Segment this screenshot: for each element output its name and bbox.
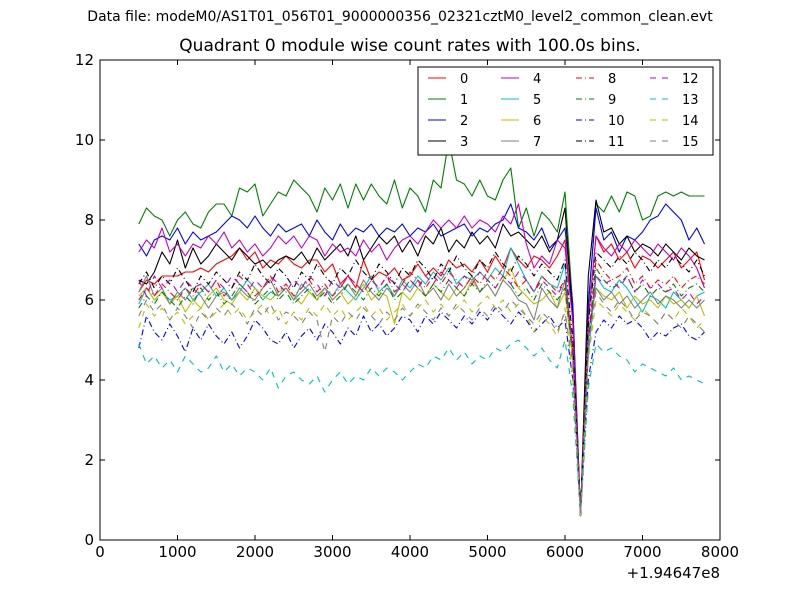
y-tick-label: 8 xyxy=(84,211,94,229)
legend-label-11: 11 xyxy=(608,135,625,150)
legend-label-5: 5 xyxy=(533,93,541,108)
y-tick-label: 10 xyxy=(75,131,94,149)
legend-label-4: 4 xyxy=(533,72,541,87)
x-tick-label: 6000 xyxy=(546,543,584,561)
series-line-11 xyxy=(138,251,705,517)
legend-label-0: 0 xyxy=(460,72,468,87)
x-tick-label: 1000 xyxy=(158,543,196,561)
legend-label-7: 7 xyxy=(533,135,541,150)
x-axis-offset-label: +1.94647e8 xyxy=(627,564,720,582)
y-tick-label: 2 xyxy=(84,451,94,469)
legend-label-1: 1 xyxy=(460,93,468,108)
chart-title: Quadrant 0 module wise count rates with … xyxy=(179,36,641,56)
series-line-12 xyxy=(138,271,705,517)
x-tick-label: 2000 xyxy=(236,543,274,561)
x-axis: 0 1000 2000 3000 4000 5000 6000 7000 8000 xyxy=(95,60,739,561)
series-line-15 xyxy=(138,291,705,517)
series-line-0 xyxy=(138,235,706,517)
legend-label-3: 3 xyxy=(460,135,468,150)
series-line-13 xyxy=(138,339,705,517)
legend-box xyxy=(417,66,714,156)
legend-label-12: 12 xyxy=(682,72,699,87)
legend-label-2: 2 xyxy=(460,114,468,129)
series-line-7 xyxy=(138,275,705,517)
legend-label-9: 9 xyxy=(608,93,616,108)
x-tick-label: 8000 xyxy=(701,543,739,561)
x-tick-label: 7000 xyxy=(623,543,661,561)
series-line-2 xyxy=(138,203,705,517)
legend-label-13: 13 xyxy=(682,93,699,108)
series-line-4 xyxy=(138,203,706,517)
legend-label-8: 8 xyxy=(608,72,616,87)
series-line-14 xyxy=(138,295,705,517)
series-line-6 xyxy=(138,267,706,517)
legend-label-15: 15 xyxy=(682,135,699,150)
series-line-1 xyxy=(138,139,705,517)
series-line-10 xyxy=(138,307,705,517)
series-line-3 xyxy=(138,199,705,517)
x-tick-label: 3000 xyxy=(313,543,351,561)
y-tick-label: 4 xyxy=(84,371,94,389)
legend-label-14: 14 xyxy=(682,114,699,129)
data-file-caption: Data file: modeM0/AS1T01_056T01_90000003… xyxy=(87,9,713,25)
series-line-8 xyxy=(138,259,705,517)
legend-label-10: 10 xyxy=(608,114,625,129)
x-tick-label: 4000 xyxy=(391,543,429,561)
x-tick-label: 5000 xyxy=(468,543,506,561)
series-line-9 xyxy=(138,267,705,517)
series-layer xyxy=(138,139,706,517)
y-tick-label: 0 xyxy=(84,531,94,549)
y-tick-label: 6 xyxy=(84,291,94,309)
legend-label-6: 6 xyxy=(533,114,541,129)
x-tick-label: 0 xyxy=(95,543,105,561)
y-tick-label: 12 xyxy=(75,51,94,69)
